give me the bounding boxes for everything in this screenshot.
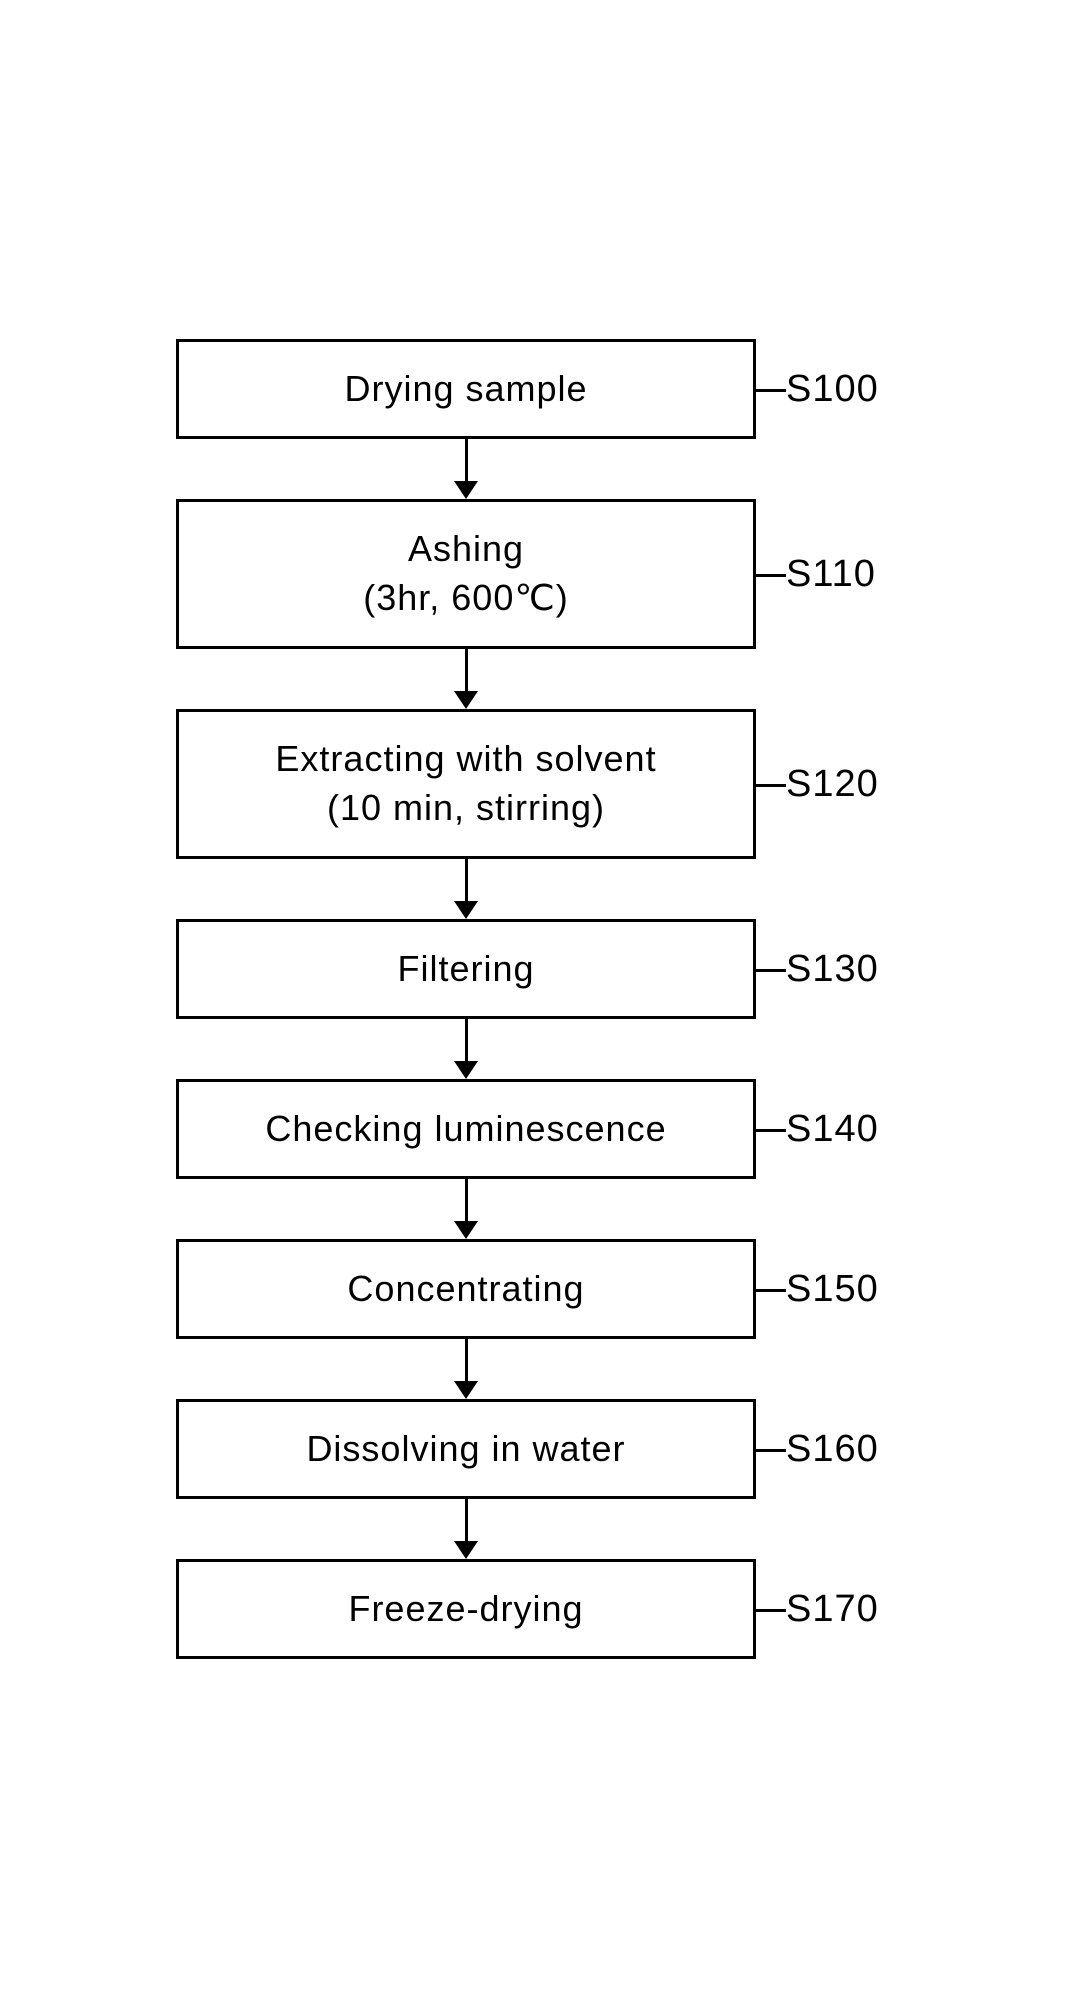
label-tick	[756, 1129, 786, 1132]
step-label-s140: S140	[786, 1108, 879, 1151]
arrow-head-icon	[454, 901, 478, 919]
label-text: S110	[786, 553, 876, 595]
step-text: (3hr, 600℃)	[363, 574, 569, 623]
label-wrapper: S120	[756, 763, 916, 806]
arrow	[454, 1499, 478, 1559]
step-box-s130: Filtering	[176, 919, 756, 1019]
label-wrapper: S130	[756, 948, 916, 991]
flowchart: Drying sample S100 Ashing (3hr, 600℃) S1…	[176, 339, 916, 1659]
arrow	[454, 1179, 478, 1239]
arrow	[454, 1339, 478, 1399]
arrow-head-icon	[454, 1541, 478, 1559]
step-box-s100: Drying sample	[176, 339, 756, 439]
step-box-s110: Ashing (3hr, 600℃)	[176, 499, 756, 649]
arrow-line	[465, 859, 468, 901]
step-box-s120: Extracting with solvent (10 min, stirrin…	[176, 709, 756, 859]
label-text: S100	[786, 368, 879, 410]
arrow-line	[465, 439, 468, 481]
step-text: Concentrating	[347, 1265, 584, 1314]
label-text: S160	[786, 1428, 879, 1470]
label-text: S150	[786, 1268, 879, 1310]
arrow	[454, 439, 478, 499]
step-text: Extracting with solvent	[275, 735, 656, 784]
step-label-s100: S100	[786, 368, 879, 411]
label-wrapper: S140	[756, 1108, 916, 1151]
step-row-s100: Drying sample S100	[176, 339, 916, 439]
step-box-s160: Dissolving in water	[176, 1399, 756, 1499]
step-box-s170: Freeze-drying	[176, 1559, 756, 1659]
step-text: Filtering	[397, 945, 534, 994]
step-row-s170: Freeze-drying S170	[176, 1559, 916, 1659]
step-text: Ashing	[408, 525, 524, 574]
label-tick	[756, 969, 786, 972]
arrow-head-icon	[454, 1221, 478, 1239]
label-tick	[756, 389, 786, 392]
arrow	[454, 859, 478, 919]
step-label-s170: S170	[786, 1588, 879, 1631]
label-wrapper: S160	[756, 1428, 916, 1471]
step-box-s150: Concentrating	[176, 1239, 756, 1339]
step-box-s140: Checking luminescence	[176, 1079, 756, 1179]
label-wrapper: S150	[756, 1268, 916, 1311]
arrow-line	[465, 1019, 468, 1061]
arrow-line	[465, 1179, 468, 1221]
step-row-s110: Ashing (3hr, 600℃) S110	[176, 499, 916, 649]
label-text: S140	[786, 1108, 879, 1150]
step-row-s120: Extracting with solvent (10 min, stirrin…	[176, 709, 916, 859]
label-wrapper: S110	[756, 553, 916, 596]
step-text: Freeze-drying	[348, 1585, 583, 1634]
arrow-head-icon	[454, 691, 478, 709]
step-label-s160: S160	[786, 1428, 879, 1471]
step-text: Checking luminescence	[265, 1105, 666, 1154]
label-tick	[756, 1289, 786, 1292]
label-wrapper: S100	[756, 368, 916, 411]
label-tick	[756, 574, 786, 577]
label-text: S130	[786, 948, 879, 990]
step-text: Drying sample	[344, 365, 587, 414]
step-label-s120: S120	[786, 763, 879, 806]
label-tick	[756, 1609, 786, 1612]
arrow-line	[465, 1339, 468, 1381]
arrow-head-icon	[454, 481, 478, 499]
arrow-head-icon	[454, 1061, 478, 1079]
step-label-s110: S110	[786, 553, 876, 596]
arrow-head-icon	[454, 1381, 478, 1399]
step-row-s160: Dissolving in water S160	[176, 1399, 916, 1499]
step-label-s130: S130	[786, 948, 879, 991]
arrow	[454, 649, 478, 709]
arrow-line	[465, 649, 468, 691]
label-wrapper: S170	[756, 1588, 916, 1631]
arrow	[454, 1019, 478, 1079]
label-tick	[756, 1449, 786, 1452]
arrow-line	[465, 1499, 468, 1541]
step-text: (10 min, stirring)	[327, 784, 605, 833]
step-text: Dissolving in water	[306, 1425, 625, 1474]
label-text: S170	[786, 1588, 879, 1630]
label-tick	[756, 784, 786, 787]
step-row-s130: Filtering S130	[176, 919, 916, 1019]
step-row-s140: Checking luminescence S140	[176, 1079, 916, 1179]
label-text: S120	[786, 763, 879, 805]
step-row-s150: Concentrating S150	[176, 1239, 916, 1339]
step-label-s150: S150	[786, 1268, 879, 1311]
